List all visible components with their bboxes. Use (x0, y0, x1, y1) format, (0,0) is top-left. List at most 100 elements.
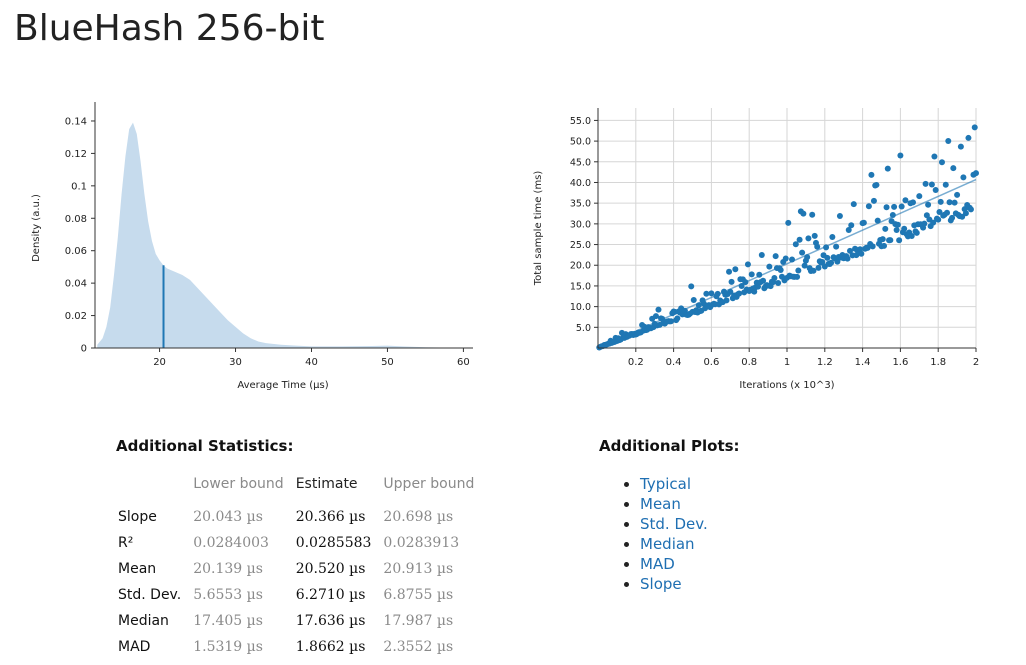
sample-point (738, 283, 745, 290)
sample-point (799, 249, 806, 256)
x-tick-label: 1 (784, 357, 790, 368)
y-tick-label: 0.12 (65, 149, 87, 160)
row-label: Slope (118, 509, 157, 525)
sample-point (828, 259, 835, 266)
sample-point (949, 214, 956, 221)
row-label: R² (118, 535, 134, 551)
plot-link-median[interactable]: Median (640, 535, 695, 553)
y-tick-label: 50.0 (570, 137, 591, 148)
row-label: Std. Dev. (118, 587, 182, 603)
sample-point (756, 271, 763, 278)
sample-point (794, 273, 801, 280)
x-tick-label: 0.6 (703, 357, 719, 368)
estimate: 20.520 µs (295, 561, 366, 577)
sample-point (916, 193, 923, 200)
upper-bound: 0.0283913 (383, 535, 460, 551)
sample-point (723, 297, 730, 304)
column-header-estimate: Estimate (295, 476, 358, 492)
sample-point (819, 259, 826, 266)
sample-point (772, 253, 779, 260)
sample-point (893, 227, 900, 234)
sample-point (823, 244, 830, 251)
sample-point (755, 283, 762, 290)
sample-point (804, 254, 811, 261)
x-tick-label: 40 (305, 357, 318, 368)
sample-point (857, 246, 864, 253)
x-tick-label: 0.8 (741, 357, 757, 368)
sample-point (844, 255, 851, 262)
sample-point (945, 138, 952, 145)
upper-bound: 6.8755 µs (383, 587, 454, 603)
x-tick-label: 1.6 (892, 357, 908, 368)
sample-point (748, 271, 755, 278)
sample-point (695, 302, 702, 309)
lower-bound: 20.139 µs (193, 561, 263, 577)
density-area (97, 122, 472, 348)
sample-point (882, 225, 889, 232)
sample-point (908, 232, 915, 239)
sample-point (834, 258, 841, 265)
sample-point (951, 199, 958, 206)
x-tick-label: 30 (229, 357, 242, 368)
y-axis-label: Total sample time (ms) (533, 171, 544, 287)
sample-point (742, 279, 749, 286)
upper-bound: 20.913 µs (383, 561, 454, 577)
sample-point (792, 241, 799, 248)
sample-point (936, 208, 943, 215)
sample-point (865, 203, 872, 210)
sample-point (652, 313, 659, 320)
plot-link-typical[interactable]: Typical (640, 475, 691, 493)
lower-bound: 5.6553 µs (193, 587, 263, 603)
sample-point (869, 243, 876, 250)
list-item: Std. Dev. (640, 514, 708, 534)
x-tick-label: 1.8 (930, 357, 946, 368)
sample-point (894, 221, 901, 228)
statistics-header-row: Lower bound Estimate Upper bound (112, 476, 480, 504)
sample-point (736, 290, 743, 297)
sample-point (703, 290, 710, 297)
row-label: Mean (118, 561, 157, 577)
y-tick-label: 0.02 (65, 311, 87, 322)
sample-point (868, 171, 875, 178)
plot-link-std-dev[interactable]: Std. Dev. (640, 515, 708, 533)
sample-point (957, 143, 964, 150)
row-label: MAD (118, 639, 151, 655)
sample-point (833, 243, 840, 250)
sample-point (881, 242, 888, 249)
sample-point (726, 268, 733, 275)
x-tick-label: 0.2 (628, 357, 644, 368)
sample-point (901, 225, 908, 232)
plot-link-mad[interactable]: MAD (640, 555, 675, 573)
list-item: Slope (640, 574, 708, 594)
lower-bound: 0.0284003 (193, 535, 269, 551)
estimate: 0.0285583 (295, 535, 372, 551)
sample-point (668, 318, 675, 325)
y-tick-label: 25.0 (570, 240, 591, 251)
y-tick-label: 0.04 (65, 279, 87, 290)
y-tick-label: 0.14 (65, 116, 87, 127)
sample-point (944, 209, 951, 216)
plot-link-mean[interactable]: Mean (640, 495, 681, 513)
sample-point (848, 222, 855, 229)
sample-point (782, 255, 789, 262)
sample-point (931, 153, 938, 160)
column-header-upper: Upper bound (383, 476, 475, 492)
sample-point (714, 290, 721, 297)
page-title: BlueHash 256-bit (14, 8, 325, 49)
sample-point (845, 227, 852, 234)
sample-point (814, 243, 821, 250)
sample-point (744, 261, 751, 268)
sample-point (946, 199, 953, 206)
sample-point (925, 201, 932, 208)
sample-point (760, 277, 767, 284)
table-row: Median 17.405 µs 17.636 µs 17.987 µs (112, 608, 480, 634)
lower-bound: 20.043 µs (193, 509, 263, 525)
lower-bound: 17.405 µs (193, 613, 263, 629)
sample-point (922, 180, 929, 187)
sample-point (674, 315, 681, 322)
x-tick-label: 1.4 (855, 357, 871, 368)
sample-point (879, 236, 886, 243)
sample-point (870, 197, 877, 204)
sample-point (942, 181, 949, 188)
plot-link-slope[interactable]: Slope (640, 575, 682, 593)
